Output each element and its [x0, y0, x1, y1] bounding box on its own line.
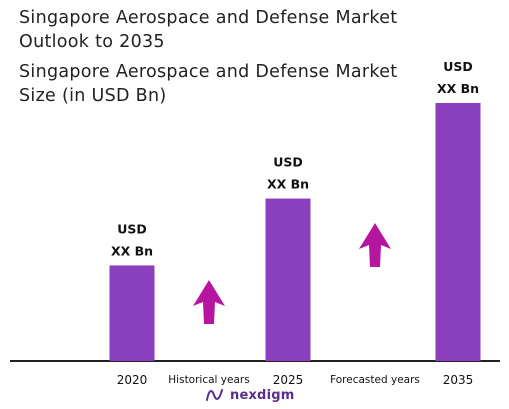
nexdigm-wave-icon	[206, 389, 223, 401]
logo-text: nexdigm	[230, 387, 295, 403]
data-label-2035-line1: USD	[443, 59, 473, 74]
chart-title: Singapore Aerospace and Defense Market O…	[19, 6, 397, 54]
period-label-forecasted: Forecasted years	[330, 374, 420, 386]
data-label-2025-line1: USD	[273, 155, 303, 170]
bar-2020	[109, 265, 155, 361]
subtitle-line-2: Size (in USD Bn)	[19, 86, 167, 106]
up-arrow-icon	[193, 280, 225, 324]
tick-label-2035: 2035	[443, 373, 474, 387]
data-label-2035-line2: XX Bn	[437, 81, 479, 96]
chart-subtitle: Singapore Aerospace and Defense Market S…	[19, 60, 397, 108]
subtitle-line-1: Singapore Aerospace and Defense Market	[19, 62, 398, 82]
data-label-2025-line2: XX Bn	[267, 177, 309, 192]
tick-label-2025: 2025	[273, 373, 304, 387]
period-label-historical: Historical years	[168, 374, 249, 386]
data-label-2020-line1: USD	[117, 221, 147, 236]
up-arrow-icon	[359, 223, 391, 267]
bar-2035	[435, 103, 481, 361]
nexdigm-logo: nexdigm	[205, 387, 294, 403]
bar-2025	[265, 198, 311, 361]
data-label-2020-line2: XX Bn	[111, 243, 153, 258]
title-line-1: Singapore Aerospace and Defense Market	[19, 8, 398, 28]
tick-label-2020: 2020	[117, 373, 148, 387]
title-line-2: Outlook to 2035	[19, 32, 165, 52]
